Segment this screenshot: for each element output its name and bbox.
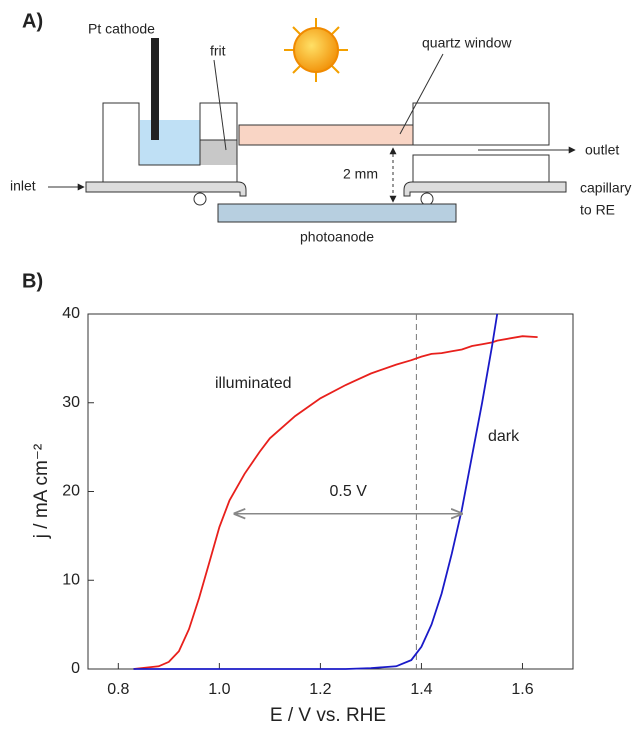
label: outlet [585, 142, 619, 158]
legend-label: dark [488, 428, 520, 445]
label: to RE [580, 202, 615, 218]
label: 2 mm [343, 166, 378, 182]
x-tick-label: 1.0 [208, 681, 230, 698]
label: inlet [10, 178, 36, 194]
y-tick-label: 20 [62, 483, 80, 500]
right-block-lower [412, 154, 550, 184]
label: quartz window [422, 35, 512, 51]
panel-label: A) [22, 10, 43, 32]
panel-label: B) [22, 270, 43, 292]
y-tick-label: 10 [62, 571, 80, 588]
x-tick-label: 1.2 [309, 681, 331, 698]
sun [284, 18, 348, 82]
electrolyte [140, 120, 200, 165]
x-axis-label: E / V vs. RHE [270, 705, 386, 726]
o-ring [420, 192, 434, 206]
x-tick-label: 1.4 [410, 681, 432, 698]
x-tick-label: 1.6 [511, 681, 533, 698]
y-tick-label: 30 [62, 394, 80, 411]
label: Pt cathode [88, 21, 155, 37]
quartz [238, 124, 414, 146]
frit-block [200, 140, 237, 165]
label: capillary [580, 180, 631, 196]
series-line [133, 313, 499, 670]
y-tick-label: 40 [62, 305, 80, 322]
label: frit [210, 43, 226, 59]
legend-label: illuminated [215, 375, 291, 392]
y-axis-label: j / mA cm⁻² [31, 444, 52, 539]
inlet-tube [85, 181, 247, 197]
series-line [133, 335, 538, 670]
annotation-label: 0.5 V [330, 483, 368, 500]
photoanode-plate [217, 203, 457, 223]
o-ring [193, 192, 207, 206]
panel-a [48, 18, 576, 223]
x-tick-label: 0.8 [107, 681, 129, 698]
capillary-tube [403, 181, 567, 197]
right-block [412, 102, 550, 146]
leader [399, 53, 444, 135]
y-tick-label: 0 [71, 660, 80, 677]
leader [213, 59, 227, 151]
label: photoanode [300, 229, 374, 245]
cathode [151, 38, 159, 140]
